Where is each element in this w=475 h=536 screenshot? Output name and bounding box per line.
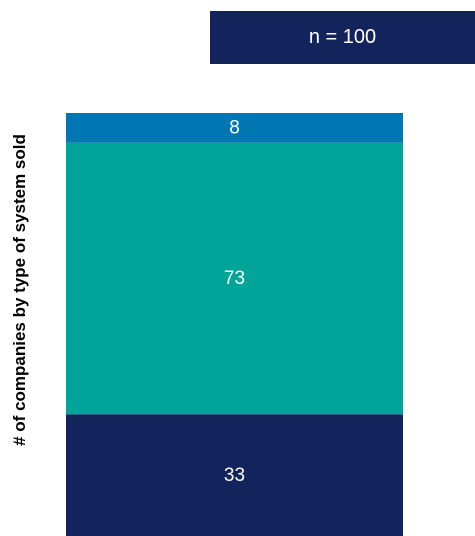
bar-segment-1 — [66, 142, 403, 415]
bar-segment-value-1: 73 — [224, 268, 245, 289]
bar-segment-value-2: 8 — [229, 117, 240, 138]
sample-size-badge: n = 100 — [210, 11, 475, 64]
bar-segment-0 — [66, 414, 403, 536]
sample-size-text: n = 100 — [308, 26, 377, 48]
bar-segment-2 — [66, 113, 403, 143]
bar-segment-value-0: 33 — [224, 465, 245, 486]
